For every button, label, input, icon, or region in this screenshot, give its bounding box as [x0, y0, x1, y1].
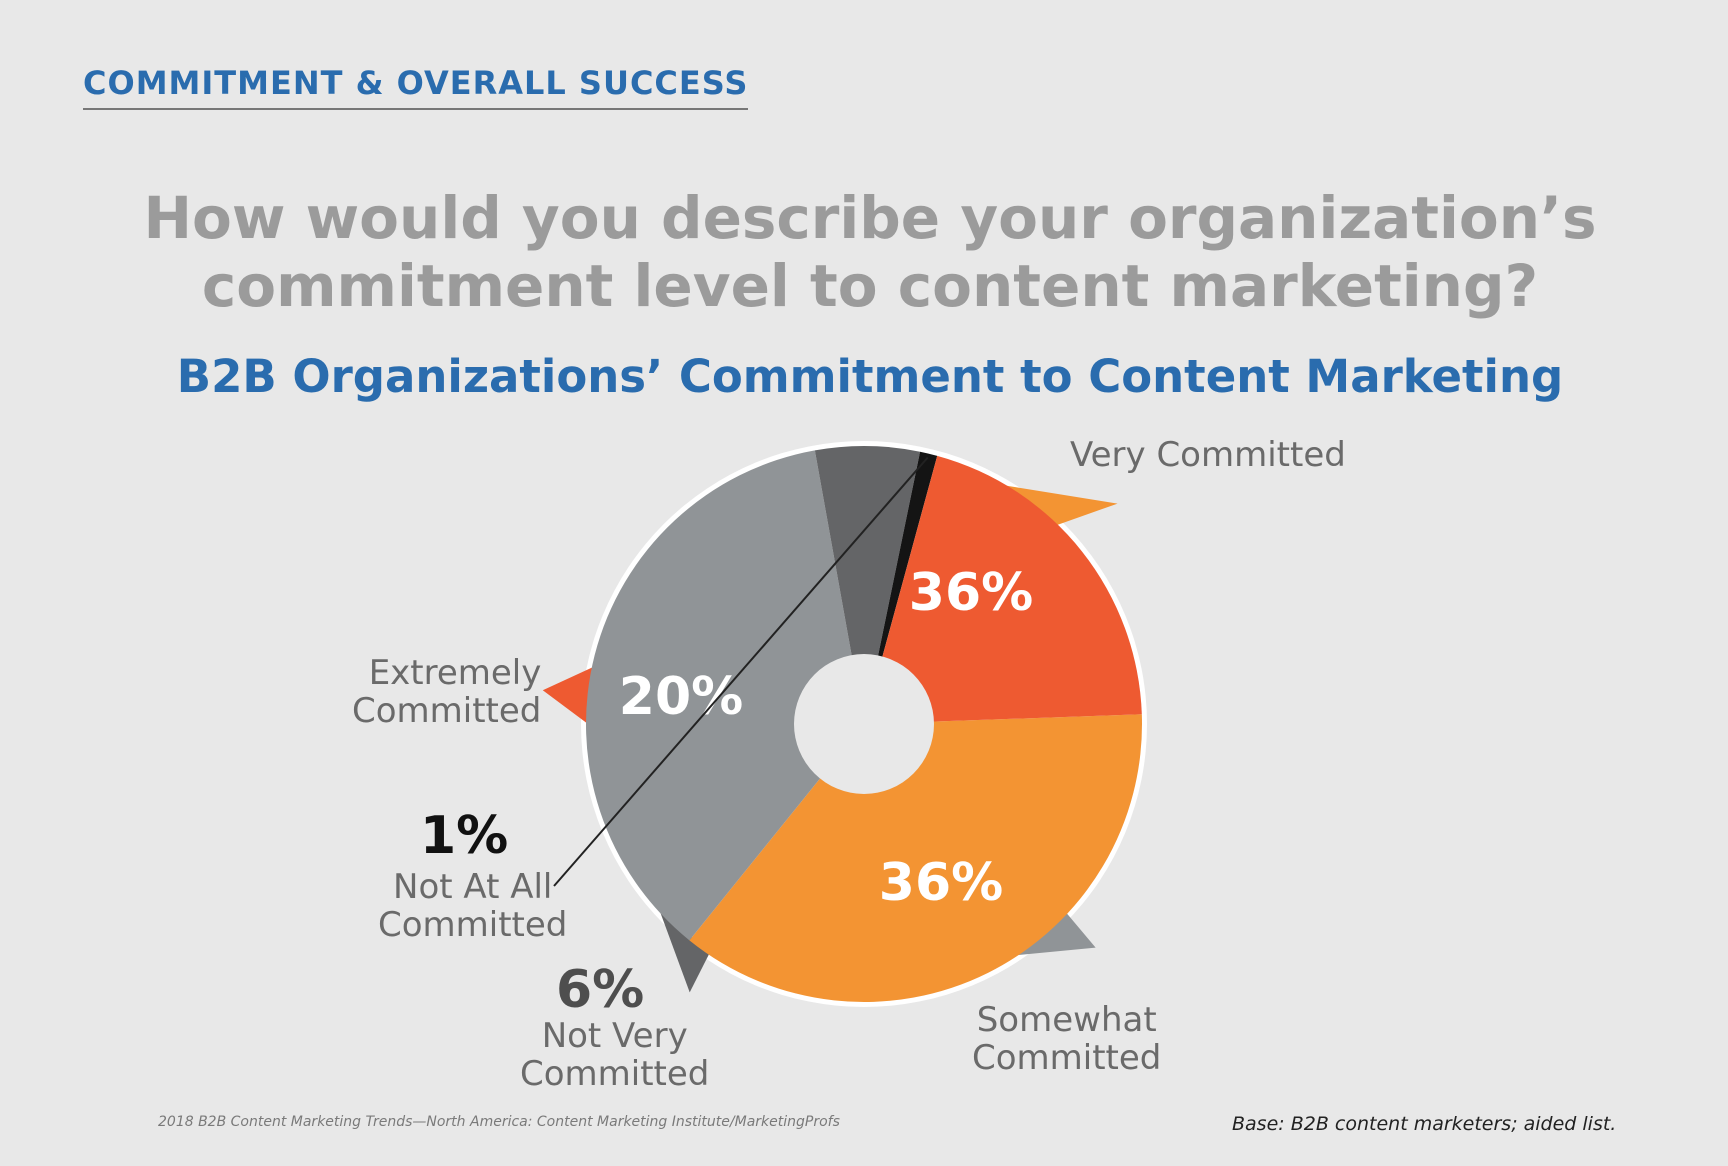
label-not-at-all-line2: Committed: [378, 905, 568, 945]
donut-hole: [794, 654, 934, 794]
label-somewhat-line2: Committed: [972, 1038, 1162, 1078]
label-extremely-committed: Extremely Committed: [352, 654, 541, 730]
section-header: COMMITMENT & OVERALL SUCCESS: [83, 64, 749, 110]
callout-pointer-very-committed: [1002, 484, 1118, 526]
value-label-very-committed: 36%: [909, 563, 1033, 623]
base-note: Base: B2B content marketers; aided list.: [1232, 1113, 1617, 1135]
pct-not-very-committed: 6%: [556, 960, 645, 1020]
label-not-very-committed: Not Very Committed: [520, 1017, 709, 1093]
pie-slice-somewhat-committed: [586, 450, 864, 941]
source-note: 2018 B2B Content Marketing Trends—North …: [158, 1114, 840, 1130]
label-not-at-all-line1: Not At All: [393, 867, 553, 907]
label-somewhat-committed: Somewhat Committed: [972, 1001, 1161, 1077]
value-label-extremely-committed: 20%: [619, 667, 743, 727]
pct-not-at-all-committed: 1%: [420, 806, 509, 866]
label-extremely-line2: Committed: [352, 691, 542, 731]
leader-line-not-at-all-committed: [553, 456, 929, 887]
callout-pointer-extremely-committed: [542, 666, 595, 724]
label-not-at-all-committed: Not At All Committed: [378, 868, 567, 944]
label-not-very-line2: Committed: [520, 1054, 710, 1094]
pie-slice-not-very-committed: [814, 446, 921, 724]
pie-slice-not-at-all-committed: [864, 451, 938, 724]
callout-pointer-not-very-committed: [658, 908, 710, 993]
value-label-somewhat-committed: 36%: [879, 853, 1003, 913]
label-extremely-line1: Extremely: [368, 653, 542, 693]
pie-slice-extremely-committed: [864, 455, 1142, 724]
chart-title: B2B Organizations’ Commitment to Content…: [176, 350, 1564, 403]
label-very-committed: Very Committed: [1070, 435, 1346, 475]
pie-slice-very-committed: [689, 714, 1143, 1002]
label-not-very-line1: Not Very: [541, 1016, 688, 1056]
label-somewhat-line1: Somewhat: [976, 1000, 1157, 1040]
survey-question: How would you describe your organization…: [143, 184, 1597, 320]
callout-pointer-somewhat-committed: [1014, 912, 1096, 956]
